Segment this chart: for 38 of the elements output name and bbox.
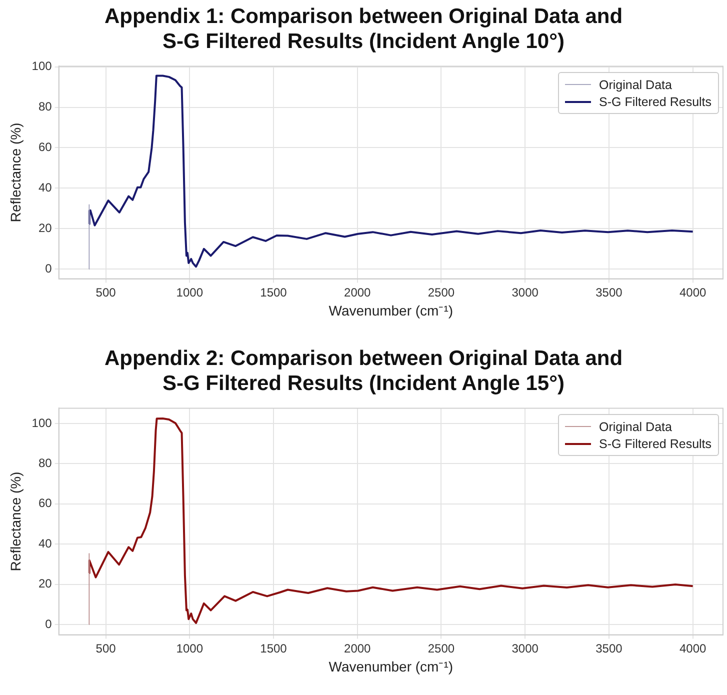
y-tick-label: 60 xyxy=(38,140,52,154)
y-tick-label: 80 xyxy=(38,456,52,470)
x-tick-label: 2000 xyxy=(344,641,372,656)
x-tick-label: 4000 xyxy=(679,641,706,656)
x-tick-label: 3500 xyxy=(596,285,623,300)
chart-title: Appendix 1: Comparison between Original Data and S-G Filtered Results (Incident Angle 10°) xyxy=(103,4,624,55)
x-tick-label: 3000 xyxy=(512,641,539,656)
y-axis-title: Reflectance (%) xyxy=(7,472,24,572)
x-tick-label: 1500 xyxy=(260,285,288,300)
y-tick-label: 60 xyxy=(38,496,52,510)
x-tick-label: 4000 xyxy=(679,285,706,300)
x-axis-title: Wavenumber (cm⁻¹) xyxy=(328,302,454,318)
x-tick-label: 500 xyxy=(96,641,116,656)
legend-label: S-G Filtered Results xyxy=(599,94,712,109)
y-tick-label: 40 xyxy=(38,536,52,550)
x-tick-label: 500 xyxy=(96,285,116,300)
x-tick-label: 1500 xyxy=(260,641,288,656)
x-tick-label: 2000 xyxy=(344,285,372,300)
x-tick-label: 2500 xyxy=(428,285,455,300)
legend-label: Original Data xyxy=(599,420,672,434)
y-tick-label: 0 xyxy=(45,616,52,631)
x-tick-label: 1000 xyxy=(176,641,204,656)
y-tick-label: 0 xyxy=(45,261,52,276)
x-axis-title: Wavenumber (cm⁻¹) xyxy=(328,658,454,674)
x-tick-label: 3500 xyxy=(596,641,623,656)
x-tick-label: 3000 xyxy=(512,285,539,300)
x-tick-label: 2500 xyxy=(428,641,455,656)
y-tick-label: 100 xyxy=(32,416,52,430)
y-tick-label: 20 xyxy=(38,576,52,591)
legend-label: S-G Filtered Results xyxy=(599,436,712,451)
legend-label: Original Data xyxy=(599,78,672,92)
chart-title: Appendix 2: Comparison between Original Data and S-G Filtered Results (Incident Angle 15°) xyxy=(103,346,624,397)
y-tick-label: 100 xyxy=(32,59,52,74)
y-tick-label: 80 xyxy=(38,100,52,114)
y-tick-label: 40 xyxy=(38,180,52,194)
y-axis-title: Reflectance (%) xyxy=(7,122,24,222)
x-tick-label: 1000 xyxy=(176,285,204,300)
y-tick-label: 20 xyxy=(38,220,52,235)
